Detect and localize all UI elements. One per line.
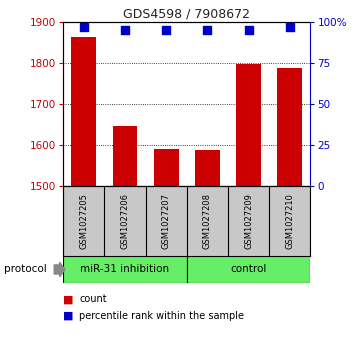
Point — [205, 27, 210, 33]
Point — [287, 24, 293, 30]
Text: protocol: protocol — [4, 265, 46, 274]
Bar — [195, 150, 220, 185]
Text: GSM1027207: GSM1027207 — [162, 193, 171, 249]
Bar — [113, 126, 137, 185]
Text: GSM1027209: GSM1027209 — [244, 193, 253, 249]
Text: control: control — [230, 265, 267, 274]
Point — [163, 27, 169, 33]
Title: GDS4598 / 7908672: GDS4598 / 7908672 — [123, 8, 250, 21]
Text: GSM1027205: GSM1027205 — [79, 193, 88, 249]
Text: ■: ■ — [63, 294, 74, 305]
Point — [81, 24, 87, 30]
Text: GSM1027210: GSM1027210 — [285, 193, 294, 249]
Bar — [278, 68, 302, 185]
Bar — [187, 256, 310, 283]
Text: GSM1027208: GSM1027208 — [203, 193, 212, 249]
Bar — [154, 149, 179, 185]
Text: percentile rank within the sample: percentile rank within the sample — [79, 311, 244, 321]
Point — [122, 27, 128, 33]
Point — [246, 27, 252, 33]
Bar — [236, 64, 261, 185]
Text: ■: ■ — [63, 311, 74, 321]
Text: GSM1027206: GSM1027206 — [121, 193, 130, 249]
Text: count: count — [79, 294, 107, 305]
Text: miR-31 inhibition: miR-31 inhibition — [81, 265, 170, 274]
Bar — [63, 256, 187, 283]
Bar — [71, 37, 96, 185]
